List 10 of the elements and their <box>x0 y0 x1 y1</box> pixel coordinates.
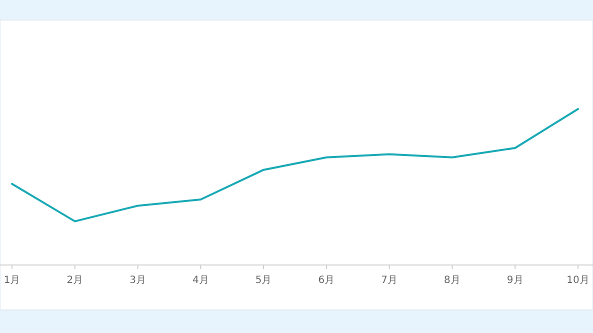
x-tick-label: 2月 <box>66 275 84 286</box>
x-tick-label: 6月 <box>318 275 335 286</box>
x-tick-label: 3月 <box>130 275 146 286</box>
x-tick-label: 8月 <box>444 275 460 286</box>
x-tick-label: 10月 <box>566 275 590 286</box>
x-tick-label: 7月 <box>381 275 398 286</box>
x-tick-label: 5月 <box>255 275 272 286</box>
x-tick-label: 4月 <box>192 275 209 286</box>
x-tick-label: 1月 <box>4 275 20 286</box>
x-tick-label: 9月 <box>506 275 524 286</box>
